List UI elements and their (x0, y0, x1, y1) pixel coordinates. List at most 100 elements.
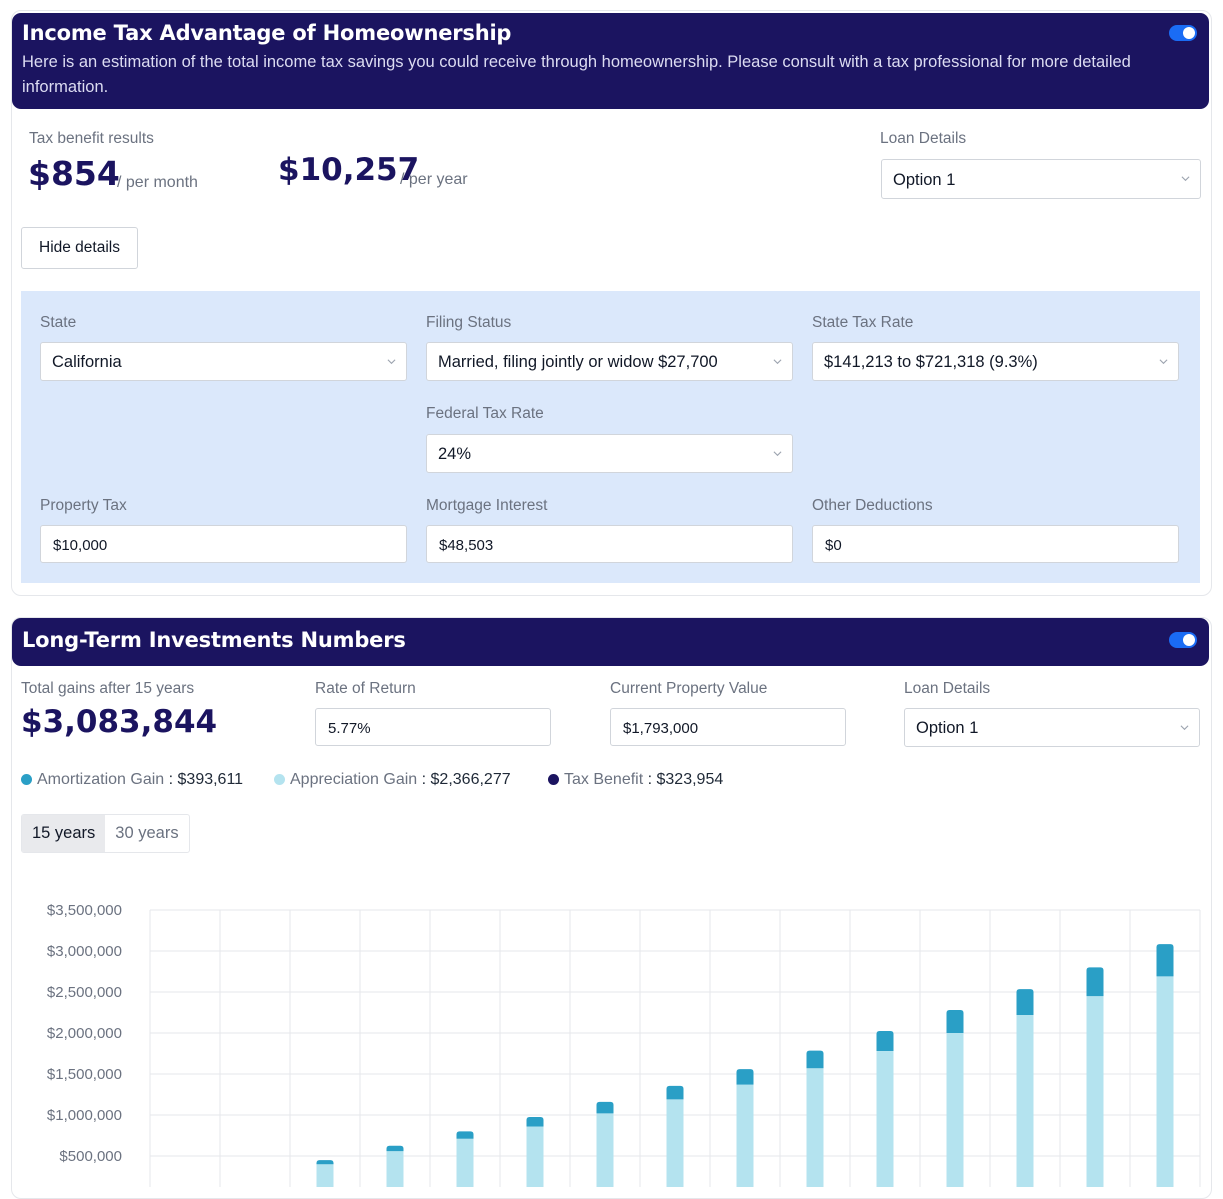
chevron-down-icon (773, 359, 782, 365)
tax-monthly-value: $854 (28, 154, 120, 193)
bar-amortization (456, 1131, 474, 1139)
investment-chart: $500,000 $1,000,000 $1,500,000 $2,000,000 $2… (47, 902, 1201, 1187)
loan-details-select[interactable]: Option 1 (881, 159, 1201, 199)
bar-amortization (806, 1050, 824, 1069)
bar-appreciation (736, 1084, 754, 1187)
period-toggle: 15 years 30 years (21, 814, 190, 853)
filing-status-select[interactable]: Married, filing jointly or widow $27,700 (426, 342, 793, 381)
bar-appreciation (526, 1126, 544, 1187)
bar-appreciation (1086, 996, 1104, 1187)
y-tick-label: $1,500,000 (47, 1066, 122, 1083)
property-value-label: Current Property Value (610, 680, 768, 697)
state-value: California (52, 353, 122, 371)
bar-amortization (526, 1117, 544, 1127)
property-value-value: $1,793,000 (623, 720, 699, 737)
legend-separator: : (164, 771, 178, 788)
rate-of-return-value: 5.77% (328, 720, 371, 737)
chevron-down-icon (387, 359, 396, 365)
bar-appreciation (1156, 976, 1174, 1187)
mortgage-interest-input[interactable]: $48,503 (426, 525, 793, 563)
loan-details-label: Loan Details (880, 130, 967, 147)
loan-details-value: Option 1 (893, 171, 956, 189)
y-tick-label: $3,000,000 (47, 943, 122, 960)
bar-amortization (1086, 967, 1104, 997)
federal-tax-rate-label: Federal Tax Rate (426, 405, 544, 422)
legend-appreciation-value: $2,366,277 (430, 771, 511, 788)
tax-yearly-value: $10,257 (278, 152, 420, 188)
investments-card: Long-Term Investments Numbers Total gain… (11, 617, 1212, 1199)
mortgage-interest-value: $48,503 (439, 537, 494, 554)
mortgage-interest-label: Mortgage Interest (426, 497, 548, 514)
bar-appreciation (456, 1138, 474, 1187)
tax-results-label: Tax benefit results (29, 130, 154, 147)
tax-advantage-toggle[interactable] (1169, 25, 1197, 41)
legend-amortization-label: Amortization Gain (37, 771, 165, 788)
tax-dot-icon (548, 774, 559, 785)
tax-advantage-description: Here is an estimation of the total incom… (22, 53, 1131, 96)
investments-toggle[interactable] (1169, 632, 1197, 648)
rate-of-return-input[interactable]: 5.77% (315, 708, 551, 746)
federal-tax-rate-select[interactable]: 24% (426, 434, 793, 473)
hide-details-button[interactable]: Hide details (21, 227, 138, 269)
tab-15-years[interactable]: 15 years (22, 815, 106, 852)
rate-of-return-label: Rate of Return (315, 680, 416, 697)
bar-appreciation (386, 1151, 404, 1187)
federal-tax-rate-value: 24% (438, 445, 472, 463)
legend-separator: : (417, 771, 431, 788)
bar-amortization (316, 1160, 334, 1165)
bar-amortization (386, 1145, 404, 1152)
bar-appreciation (876, 1051, 894, 1187)
investments-title: Long-Term Investments Numbers (22, 628, 406, 652)
amortization-dot-icon (21, 774, 32, 785)
bar-amortization (946, 1010, 964, 1033)
other-deductions-input[interactable]: $0 (812, 525, 1179, 563)
state-tax-rate-label: State Tax Rate (812, 314, 914, 331)
bar-amortization (876, 1030, 894, 1052)
y-tick-label: $2,000,000 (47, 1025, 122, 1042)
legend-tax-label: Tax Benefit (564, 771, 644, 788)
tax-advantage-header: Income Tax Advantage of Homeownership He… (12, 13, 1209, 109)
y-tick-label: $2,500,000 (47, 984, 122, 1001)
other-deductions-value: $0 (825, 537, 842, 554)
bar-amortization (596, 1101, 614, 1114)
invest-loan-details-value: Option 1 (916, 719, 979, 737)
state-select[interactable]: California (40, 342, 407, 381)
tax-details-panel: State California Filing Status Married, … (21, 291, 1200, 583)
bar-appreciation (806, 1068, 824, 1187)
y-tick-label: $1,000,000 (47, 1107, 122, 1124)
legend-amortization: Amortization Gain : $393,611 (21, 771, 243, 789)
property-tax-input[interactable]: $10,000 (40, 525, 407, 563)
total-gains-value: $3,083,844 (21, 704, 218, 740)
state-tax-rate-value: $141,213 to $721,318 (9.3%) (824, 353, 1038, 371)
appreciation-dot-icon (274, 774, 285, 785)
state-tax-rate-select[interactable]: $141,213 to $721,318 (9.3%) (812, 342, 1179, 381)
chevron-down-icon (1159, 359, 1168, 365)
legend-separator: : (643, 771, 657, 788)
bar-appreciation (596, 1113, 614, 1187)
state-label: State (40, 314, 77, 331)
bar-appreciation (666, 1099, 684, 1187)
other-deductions-label: Other Deductions (812, 497, 933, 514)
legend-amortization-value: $393,611 (177, 771, 244, 788)
chevron-down-icon (1180, 725, 1189, 731)
y-tick-label: $3,500,000 (47, 902, 122, 919)
total-gains-label: Total gains after 15 years (21, 680, 195, 697)
legend-appreciation: Appreciation Gain : $2,366,277 (274, 771, 511, 789)
legend-tax: Tax Benefit : $323,954 (548, 771, 723, 789)
bar-appreciation (946, 1033, 964, 1187)
property-tax-value: $10,000 (53, 537, 108, 554)
invest-loan-details-select[interactable]: Option 1 (904, 708, 1200, 747)
tab-30-years[interactable]: 30 years (115, 824, 179, 842)
chevron-down-icon (1181, 176, 1190, 182)
chevron-down-icon (773, 451, 782, 457)
property-tax-label: Property Tax (40, 497, 127, 514)
filing-status-value: Married, filing jointly or widow $27,700 (438, 353, 718, 371)
property-value-input[interactable]: $1,793,000 (610, 708, 846, 746)
bar-amortization (1156, 944, 1174, 977)
bar-amortization (666, 1085, 684, 1100)
bar-appreciation (316, 1164, 334, 1187)
bar-appreciation (1016, 1014, 1034, 1187)
bar-amortization (736, 1069, 754, 1085)
investments-header: Long-Term Investments Numbers (12, 618, 1209, 666)
filing-status-label: Filing Status (426, 314, 512, 331)
